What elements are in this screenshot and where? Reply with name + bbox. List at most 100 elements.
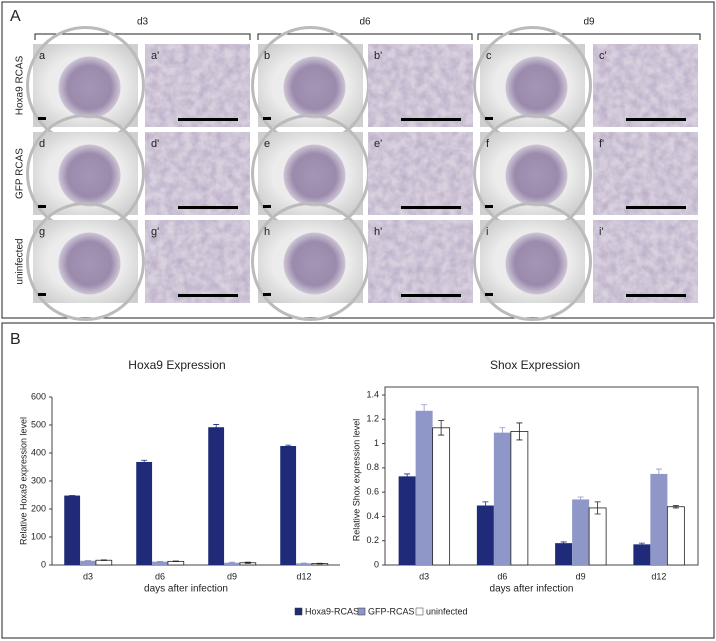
bar [208, 427, 225, 565]
error-bar [141, 459, 148, 465]
tissue [58, 144, 121, 207]
tissue [505, 144, 568, 207]
day-label: d6 [359, 17, 371, 28]
texture [368, 220, 473, 303]
bar [224, 562, 240, 565]
day-label: d3 [137, 17, 149, 28]
chart-title: Hoxa9 Expression [128, 358, 225, 372]
legend-label: Hoxa9-RCAS [305, 606, 359, 616]
image-letter: b [264, 50, 270, 62]
image: a [26, 26, 145, 145]
image-letter: c [486, 50, 492, 62]
tissue [283, 144, 346, 207]
legend-label: GFP-RCAS [368, 606, 415, 616]
texture [145, 44, 250, 127]
texture [593, 44, 698, 127]
x-tick-label: d3 [419, 571, 429, 581]
texture [145, 132, 250, 215]
error-bar [516, 422, 523, 441]
y-tick-label: 100 [31, 531, 46, 541]
image: i [473, 202, 592, 321]
scale-bar [178, 118, 238, 121]
bracket [34, 33, 251, 40]
legend-swatch [357, 607, 366, 616]
image-letter: d [39, 138, 45, 150]
y-axis-label: Relative Shox expression level [351, 419, 361, 542]
x-axis-label: days after infection [144, 584, 228, 595]
x-tick-label: d12 [296, 571, 311, 581]
image: h' [368, 220, 473, 303]
image: h [251, 202, 370, 321]
image-letter: e' [374, 138, 382, 150]
tissue [505, 56, 568, 119]
panel-label: B [10, 331, 21, 348]
scale-bar [178, 294, 238, 297]
row-label: Hoxa9 RCAS [15, 55, 26, 115]
charts: Hoxa9 Expression Relative Hoxa9 expressio… [18, 358, 699, 595]
error-bar [85, 560, 91, 562]
scale-bar [263, 117, 271, 120]
panel-b-frame [1, 322, 715, 639]
error-bar [577, 496, 584, 503]
y-tick-label: 1.2 [366, 414, 379, 424]
legend-swatch [294, 607, 303, 616]
error-bar [421, 404, 428, 418]
image: b [251, 26, 370, 145]
scale-bar [485, 293, 493, 296]
error-bar [229, 561, 235, 564]
day-label: d9 [583, 17, 595, 28]
y-axis-label: Relative Hoxa9 expression level [18, 417, 28, 545]
image-letter: b' [374, 50, 382, 62]
error-bar [404, 473, 411, 480]
image: d [26, 114, 145, 233]
bar [633, 544, 651, 565]
scale-bar [38, 117, 46, 120]
bar [398, 476, 416, 565]
tissue [283, 232, 346, 295]
image: e' [368, 132, 473, 215]
image-letter: a [39, 50, 46, 62]
image-letter: i [486, 226, 488, 238]
image: f' [593, 132, 698, 215]
image: c [473, 26, 592, 145]
image: e [251, 114, 370, 233]
scale-bar [626, 118, 686, 121]
error-bar [672, 505, 679, 509]
bar [95, 559, 113, 566]
image-letter: e [264, 138, 270, 150]
legend-label: uninfected [426, 606, 468, 616]
texture [145, 220, 250, 303]
y-tick-label: 400 [31, 447, 46, 457]
tissue [505, 232, 568, 295]
image: d' [145, 132, 250, 215]
scale-bar [401, 206, 461, 209]
bar [296, 563, 312, 565]
error-bar [655, 468, 662, 480]
error-bar [499, 427, 506, 438]
y-tick-label: 500 [31, 419, 46, 429]
scale-bar [38, 293, 46, 296]
bracket [477, 33, 701, 40]
y-tick-label: 200 [31, 503, 46, 513]
x-tick-label: d9 [576, 571, 586, 581]
bar [555, 543, 573, 565]
image-letter: g' [151, 226, 159, 238]
chart-title: Shox Expression [490, 358, 580, 372]
panel-a-frame [1, 1, 715, 319]
error-bar [301, 562, 307, 564]
scale-bar [485, 205, 493, 208]
scale-bar [626, 206, 686, 209]
x-tick-label: d3 [83, 571, 93, 581]
image: g' [145, 220, 250, 303]
y-tick-label: 0.4 [366, 511, 379, 521]
image-letter: f' [599, 138, 604, 150]
texture [593, 220, 698, 303]
bar [588, 507, 607, 566]
y-tick-label: 0.8 [366, 462, 379, 472]
texture [593, 132, 698, 215]
bar [572, 499, 590, 565]
image-grid: d3 d6 d9 Hoxa9 RCAS a a' b b' c c' GFP RCAS d d' e e' f… [15, 17, 701, 321]
bar [510, 431, 529, 566]
scale-bar [263, 205, 271, 208]
x-tick-label: d6 [155, 571, 165, 581]
